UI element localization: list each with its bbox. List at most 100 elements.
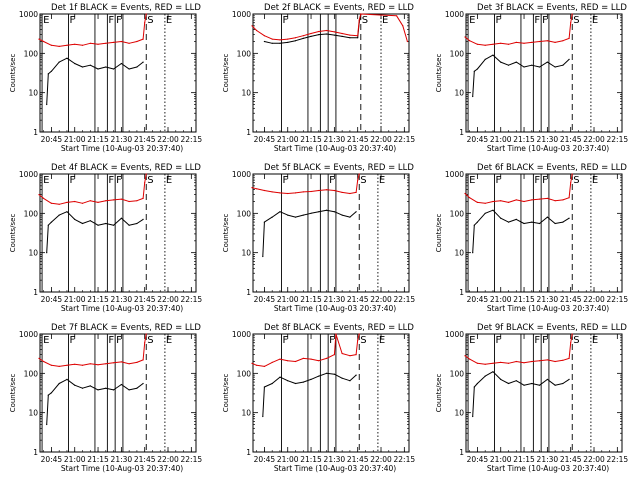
marker-label: F (70, 15, 76, 26)
chart-panel-2: Det 2f BLACK = Events, RED = LLD 1 10 100 10… (222, 3, 415, 153)
plot-frame (39, 333, 197, 453)
x-tick-label: 21:30 (537, 135, 559, 144)
x-tick-label: 22:00 (583, 135, 605, 144)
data-point (507, 43, 510, 45)
x-tick-label: 22:00 (157, 135, 179, 144)
data-point (341, 35, 343, 38)
marker-label: F (542, 15, 548, 26)
x-tick-label: 21:30 (111, 135, 133, 144)
data-point (570, 182, 572, 184)
x-tick-label: 21:15 (300, 135, 322, 144)
data-point (476, 68, 478, 70)
chart-panel-4: Det 4f BLACK = Events, RED = LLD 1 10 100 10… (9, 163, 202, 313)
marker-label: E (379, 335, 385, 346)
data-point (507, 382, 510, 385)
x-tick-label: 21:30 (324, 295, 346, 304)
data-point (105, 200, 107, 202)
data-point (500, 217, 502, 219)
y-tick-label: 100 (237, 209, 252, 218)
y-tick-label: 100 (24, 209, 39, 218)
data-point (89, 42, 91, 44)
data-point (50, 364, 53, 366)
data-point (251, 187, 253, 189)
data-point (546, 359, 549, 361)
marker-label: S (360, 335, 366, 346)
marker-label: S (362, 15, 368, 26)
y-tick-label: 1 (459, 288, 464, 297)
x-tick-label: 20:45 (254, 455, 276, 464)
data-point (271, 216, 273, 218)
data-point (43, 360, 45, 363)
plot-frame (465, 13, 623, 133)
data-point (318, 30, 320, 33)
data-point (142, 61, 144, 63)
marker-label: F (283, 15, 289, 26)
chart-panel-7: Det 7f BLACK = Events, RED = LLD 1 10 100 10… (9, 323, 202, 473)
x-tick-label: 21:15 (87, 295, 109, 304)
marker-label: F (542, 175, 548, 186)
y-tick-label: 1 (459, 448, 464, 457)
data-point (97, 68, 99, 70)
data-point (469, 40, 471, 42)
data-point (473, 70, 475, 72)
data-point (120, 62, 122, 65)
data-point (406, 40, 408, 43)
marker-label: F (329, 335, 335, 346)
data-point (38, 357, 40, 359)
y-tick-label: 1000 (232, 10, 251, 19)
plot-frame (252, 173, 410, 293)
x-tick-label: 21:15 (87, 135, 109, 144)
series-line-lld (38, 13, 147, 47)
data-point (43, 197, 45, 199)
y-axis-label: Counts/sec (9, 214, 17, 253)
data-point (568, 58, 570, 61)
data-point (81, 44, 84, 46)
y-tick-label: 1000 (19, 170, 38, 179)
data-point (473, 386, 475, 388)
data-point (473, 224, 475, 226)
x-tick-label: 20:45 (467, 295, 489, 304)
marker-label: F (329, 175, 335, 186)
data-point (554, 41, 556, 44)
y-tick-label: 100 (24, 369, 39, 378)
data-point (333, 189, 335, 192)
data-point (531, 41, 533, 44)
marker-label: F (283, 335, 289, 346)
chart-title: Det 5f BLACK = Events, RED = LLD (264, 163, 414, 173)
data-point (476, 221, 478, 223)
data-point (302, 37, 304, 40)
y-axis-label: Counts/sec (222, 214, 230, 253)
data-point (507, 362, 510, 364)
marker-label: F (70, 335, 76, 346)
data-point (271, 38, 273, 40)
data-point (302, 191, 304, 193)
y-tick-label: 10 (28, 249, 38, 258)
plot-frame (252, 333, 410, 453)
marker-label: E (379, 175, 385, 186)
x-tick-label: 21:15 (513, 295, 535, 304)
data-point (113, 389, 115, 391)
data-point (492, 43, 494, 45)
data-point (81, 66, 84, 68)
x-tick-label: 21:30 (324, 455, 346, 464)
y-tick-label: 1 (246, 288, 251, 297)
x-tick-label: 21:00 (64, 135, 86, 144)
marker-label: F (283, 175, 289, 186)
data-point (546, 378, 549, 380)
plot-frame (39, 13, 197, 133)
data-point (341, 352, 343, 355)
marker-label: F (534, 15, 540, 26)
data-point (46, 103, 48, 106)
x-tick-label: 21:30 (111, 455, 133, 464)
data-point (105, 66, 107, 68)
data-point (341, 191, 343, 193)
chart-title: Det 8f BLACK = Events, RED = LLD (264, 323, 414, 333)
x-tick-label: 22:15 (181, 135, 203, 144)
data-point (74, 200, 76, 203)
data-point (349, 355, 351, 357)
data-point (333, 31, 335, 33)
data-point (251, 25, 253, 27)
data-point (472, 252, 474, 254)
data-point (546, 197, 549, 199)
x-tick-label: 21:15 (513, 135, 535, 144)
